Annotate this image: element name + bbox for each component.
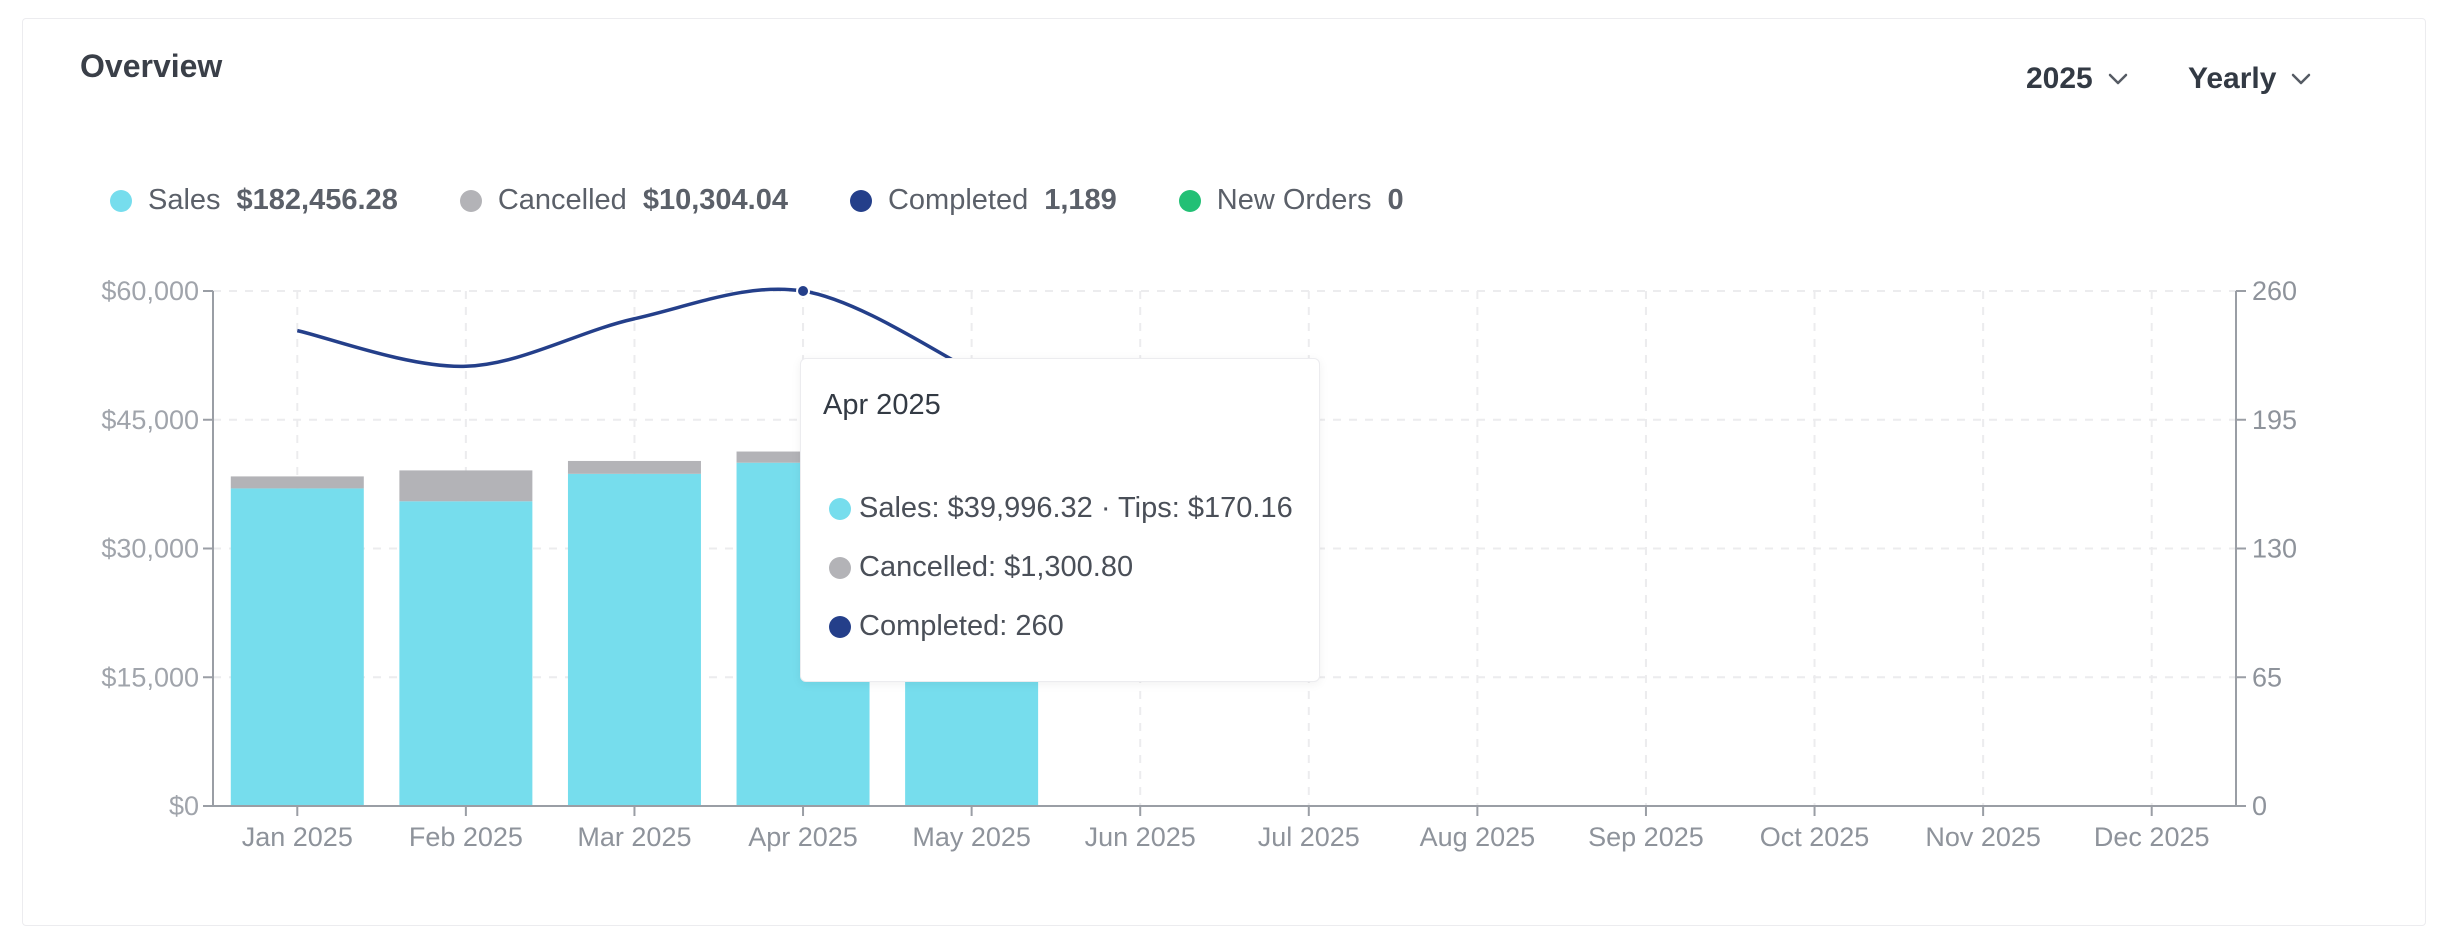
legend-item-cancelled[interactable]: Cancelled $10,304.04: [459, 184, 788, 217]
tooltip-row-completed: Completed: 260: [829, 610, 1319, 643]
legend-value: $10,304.04: [642, 184, 788, 216]
y-right-tick-label: 0: [2252, 791, 2267, 821]
sales-bar: [567, 473, 701, 806]
legend-item-completed[interactable]: Completed 1,189: [849, 184, 1117, 217]
legend-value: 1,189: [1044, 184, 1117, 216]
y-right-tick-label: 65: [2252, 662, 2282, 692]
legend-item-new-orders[interactable]: New Orders 0: [1178, 184, 1404, 217]
tooltip-row-cancelled: Cancelled: $1,300.80: [829, 551, 1319, 584]
chart-tooltip: Apr 2025 Sales: $39,996.32 · Tips: $170.…: [800, 358, 1320, 682]
legend-label: Sales: [148, 184, 221, 216]
period-select[interactable]: Yearly: [2188, 62, 2312, 96]
x-tick-label: Apr 2025: [748, 822, 858, 852]
x-tick-label: Sep 2025: [1588, 822, 1704, 852]
completed-hover-point: [796, 284, 811, 298]
y-right-tick-label: 130: [2252, 534, 2297, 564]
period-select-value: Yearly: [2188, 62, 2277, 95]
legend-label: Completed: [887, 184, 1029, 216]
tooltip-title: Apr 2025: [823, 389, 941, 421]
legend-value: 0: [1387, 184, 1404, 216]
x-tick-label: Oct 2025: [1760, 822, 1870, 852]
x-tick-label: Jun 2025: [1085, 822, 1196, 852]
tooltip-row-sales: Sales: $39,996.32 · Tips: $170.16: [829, 492, 1319, 525]
completed-dot-icon: [829, 615, 851, 638]
cancelled-bar: [399, 470, 533, 502]
x-tick-label: May 2025: [912, 822, 1031, 852]
cancelled-dot-icon: [829, 556, 851, 579]
card-title: Overview: [80, 48, 223, 84]
y-left-tick-label: $60,000: [101, 276, 199, 306]
x-tick-label: Feb 2025: [409, 822, 523, 852]
chart-legend: Sales $182,456.28 Cancelled $10,304.04 C…: [110, 184, 1466, 217]
completed-dot-icon: [849, 189, 872, 212]
x-tick-label: Dec 2025: [2094, 822, 2210, 852]
year-select[interactable]: 2025: [2026, 62, 2129, 96]
tooltip-sales-text: Sales: $39,996.32 · Tips: $170.16: [859, 492, 1293, 524]
new-orders-dot-icon: [1178, 189, 1201, 212]
x-tick-label: Jul 2025: [1258, 822, 1360, 852]
x-tick-label: Aug 2025: [1420, 822, 1536, 852]
chevron-down-icon: [2108, 73, 2127, 85]
legend-value: $182,456.28: [236, 184, 398, 216]
x-tick-label: Mar 2025: [577, 822, 691, 852]
sales-bar: [399, 501, 533, 806]
cancelled-bar: [230, 476, 364, 489]
y-left-tick-label: $15,000: [101, 662, 199, 692]
chevron-down-icon: [2292, 73, 2311, 85]
y-left-tick-label: $30,000: [101, 534, 199, 564]
sales-bar: [230, 488, 364, 806]
tooltip-cancelled-text: Cancelled: $1,300.80: [859, 551, 1134, 583]
tooltip-completed-text: Completed: 260: [859, 610, 1064, 642]
y-right-tick-label: 195: [2252, 405, 2297, 435]
sales-dot-icon: [829, 497, 851, 520]
y-left-tick-label: $0: [169, 791, 199, 821]
legend-item-sales[interactable]: Sales $182,456.28: [110, 184, 398, 217]
x-tick-label: Jan 2025: [242, 822, 353, 852]
completed-line: [296, 287, 973, 372]
x-tick-label: Nov 2025: [1925, 822, 2041, 852]
year-select-value: 2025: [2026, 62, 2093, 95]
cancelled-bar: [567, 460, 701, 474]
legend-label: New Orders: [1216, 184, 1372, 216]
y-right-tick-label: 260: [2252, 276, 2297, 306]
cancelled-dot-icon: [459, 189, 482, 212]
y-left-tick-label: $45,000: [101, 405, 199, 435]
sales-dot-icon: [110, 189, 132, 212]
legend-label: Cancelled: [497, 184, 627, 216]
